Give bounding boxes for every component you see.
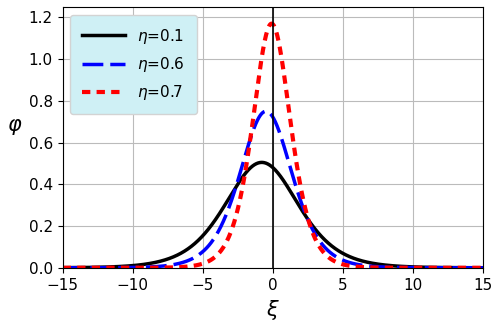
η=0.1 xyxy=(108,265,114,269)
η=0.6 xyxy=(60,266,66,270)
η=0.1 xyxy=(239,176,245,180)
Line: η=0.7: η=0.7 xyxy=(62,24,484,268)
Line: η=0.6: η=0.6 xyxy=(62,111,484,268)
η=0.6 xyxy=(221,218,227,222)
η=0.6 xyxy=(427,266,433,270)
Legend: $\eta$=0.1, $\eta$=0.6, $\eta$=0.7: $\eta$=0.1, $\eta$=0.6, $\eta$=0.7 xyxy=(70,14,198,114)
η=0.6 xyxy=(132,266,138,269)
η=0.1 xyxy=(60,266,66,270)
Y-axis label: $\varphi$: $\varphi$ xyxy=(7,117,22,138)
X-axis label: $\xi$: $\xi$ xyxy=(266,298,280,322)
η=0.7 xyxy=(60,266,66,270)
η=0.1 xyxy=(480,266,486,270)
η=0.7 xyxy=(268,22,274,26)
η=0.7 xyxy=(480,266,486,270)
η=0.6 xyxy=(239,164,245,168)
η=0.7 xyxy=(221,244,227,248)
η=0.1 xyxy=(472,266,478,270)
η=0.1 xyxy=(259,161,265,164)
η=0.7 xyxy=(427,266,433,270)
η=0.6 xyxy=(472,266,478,270)
η=0.1 xyxy=(427,266,433,269)
η=0.7 xyxy=(132,266,138,270)
η=0.7 xyxy=(239,187,245,191)
η=0.6 xyxy=(480,266,486,270)
η=0.7 xyxy=(108,266,114,270)
η=0.7 xyxy=(472,266,478,270)
Line: η=0.1: η=0.1 xyxy=(62,163,484,268)
η=0.6 xyxy=(108,266,114,270)
η=0.1 xyxy=(221,205,227,209)
η=0.6 xyxy=(263,109,269,113)
η=0.1 xyxy=(132,264,138,267)
